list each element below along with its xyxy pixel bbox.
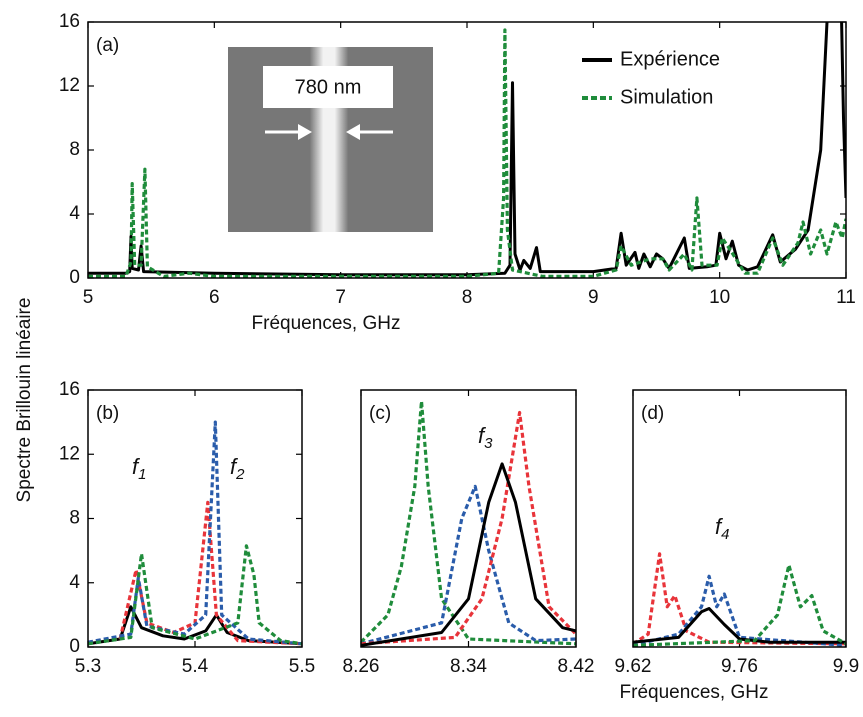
annotation-text: f — [132, 454, 141, 479]
x-tick-label: 7 — [335, 287, 346, 308]
annotation: f2 — [230, 454, 245, 483]
series-line — [361, 462, 576, 647]
series-line — [88, 544, 302, 646]
legend-label: Expérience — [620, 48, 720, 70]
x-tick-label: 5.5 — [289, 656, 315, 677]
y-tick-label: 16 — [59, 11, 80, 32]
inset-image — [228, 47, 433, 232]
y-axis-label: Spectre Brillouin linéaire — [14, 298, 35, 503]
x-tick-label: 8.34 — [450, 656, 487, 677]
annotation-sub: 1 — [138, 466, 146, 483]
panel-label: (d) — [641, 403, 664, 424]
series-line — [88, 28, 846, 278]
annotation: f4 — [715, 514, 729, 543]
plot-frame — [87, 389, 303, 648]
series-line — [88, 420, 302, 646]
y-tick-label: 0 — [69, 267, 80, 288]
annotation-sub: 3 — [484, 435, 493, 452]
annotation-text: f — [478, 423, 487, 448]
annotation-text: f — [230, 454, 239, 479]
annotation-sub: 4 — [721, 526, 729, 543]
series-line — [88, 605, 302, 646]
y-tick-label: 8 — [69, 508, 80, 529]
panel-label: (c) — [369, 403, 391, 424]
panel-label: (a) — [96, 35, 119, 56]
series-line — [633, 552, 846, 646]
x-tick-label: 9.62 — [615, 656, 652, 677]
x-axis-label: Fréquences, GHz — [252, 313, 401, 334]
series-line — [361, 410, 576, 646]
annotation: f1 — [132, 454, 146, 483]
x-tick-label: 5.3 — [75, 656, 101, 677]
panel-label: (b) — [96, 403, 119, 424]
plot-frame — [632, 389, 847, 648]
x-tick-label: 9.9 — [833, 656, 859, 677]
series-line — [361, 484, 576, 646]
x-tick-label: 5.4 — [182, 656, 209, 677]
y-tick-label: 4 — [69, 203, 80, 224]
series-line — [633, 563, 846, 647]
x-tick-label: 9.76 — [721, 656, 758, 677]
y-tick-label: 0 — [69, 636, 80, 657]
x-tick-label: 6 — [209, 287, 220, 308]
x-tick-label: 8.26 — [343, 656, 380, 677]
annotation-sub: 2 — [235, 466, 245, 483]
legend-label: Simulation — [620, 86, 713, 108]
x-tick-label: 11 — [836, 287, 856, 308]
series-line — [633, 607, 846, 644]
x-tick-label: 10 — [709, 287, 730, 308]
annotation-text: f — [715, 514, 724, 539]
y-tick-label: 4 — [69, 572, 80, 593]
x-tick-label: 8.42 — [558, 656, 595, 677]
inset-label: 780 nm — [295, 76, 362, 98]
plot-frame — [87, 21, 847, 279]
plot-frame — [360, 389, 577, 648]
series-line — [88, 22, 846, 277]
x-tick-label: 9 — [588, 287, 599, 308]
x-axis-label: Fréquences, GHz — [620, 682, 769, 703]
y-tick-label: 12 — [59, 443, 80, 464]
annotation: f3 — [478, 423, 493, 452]
series-line — [633, 574, 846, 647]
x-tick-label: 8 — [462, 287, 473, 308]
x-tick-label: 5 — [83, 287, 94, 308]
y-tick-label: 16 — [59, 379, 80, 400]
y-tick-label: 12 — [59, 75, 80, 96]
y-tick-label: 8 — [69, 139, 80, 160]
